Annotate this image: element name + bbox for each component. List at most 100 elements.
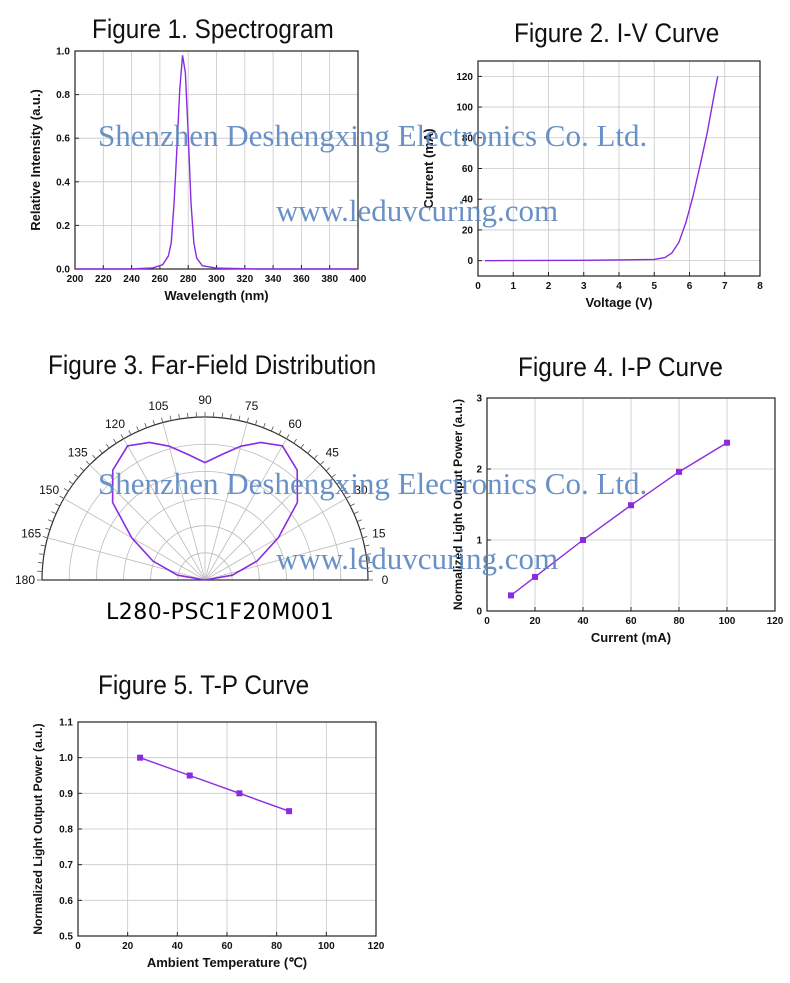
series-line bbox=[485, 76, 719, 262]
x-tick-label: 40 bbox=[172, 941, 184, 952]
polar-angle-label: 165 bbox=[21, 526, 41, 540]
x-tick-label: 1 bbox=[510, 281, 516, 292]
polar-spoke bbox=[204, 464, 321, 581]
x-tick-label: 360 bbox=[293, 274, 310, 285]
data-point bbox=[286, 808, 293, 815]
x-tick-label: 60 bbox=[625, 616, 637, 627]
polar-tick bbox=[68, 480, 74, 485]
polar-angle-label: 15 bbox=[372, 526, 386, 540]
polar-tick bbox=[39, 553, 45, 555]
polar-tick bbox=[345, 495, 351, 499]
data-point bbox=[236, 790, 243, 797]
polar-tick bbox=[128, 430, 132, 435]
polar-tick bbox=[350, 503, 355, 507]
polar-angle-label: 105 bbox=[148, 399, 168, 413]
y-tick-label: 0.9 bbox=[59, 789, 73, 800]
y-tick-label: 1.1 bbox=[59, 718, 73, 729]
polar-angle-label: 135 bbox=[68, 446, 88, 460]
polar-tick bbox=[238, 415, 241, 421]
x-tick-label: 80 bbox=[673, 616, 685, 627]
y-tick-label: 0.5 bbox=[59, 932, 73, 943]
polar-tick bbox=[120, 434, 124, 440]
polar-tick bbox=[331, 473, 336, 478]
polar-tick bbox=[45, 527, 51, 531]
series-line bbox=[510, 442, 728, 596]
figure-5-title: Figure 5. T-P Curve bbox=[98, 670, 310, 700]
polar-tick bbox=[144, 423, 147, 428]
y-tick-label: 20 bbox=[462, 225, 474, 236]
x-tick-label: 100 bbox=[719, 616, 736, 627]
y-tick-label: 2 bbox=[476, 465, 482, 476]
series-line bbox=[75, 55, 358, 270]
x-tick-label: 280 bbox=[180, 274, 197, 285]
polar-angle-label: 150 bbox=[39, 483, 59, 497]
polar-tick bbox=[63, 488, 69, 492]
polar-tick bbox=[98, 449, 103, 454]
y-tick-label: 1.0 bbox=[56, 47, 70, 58]
x-axis-title: Wavelength (nm) bbox=[164, 288, 268, 303]
x-axis-title: Ambient Temperature (℃) bbox=[147, 955, 307, 970]
polar-tick bbox=[319, 460, 325, 466]
y-tick-label: 100 bbox=[456, 103, 473, 114]
x-tick-label: 300 bbox=[208, 274, 225, 285]
x-tick-label: 260 bbox=[152, 274, 169, 285]
polar-tick bbox=[365, 553, 371, 555]
x-tick-label: 240 bbox=[123, 274, 140, 285]
data-point bbox=[580, 537, 586, 543]
x-tick-label: 6 bbox=[687, 281, 693, 292]
polar-tick bbox=[85, 460, 91, 466]
polar-tick bbox=[307, 449, 312, 454]
polar-spoke bbox=[47, 537, 206, 581]
x-tick-label: 220 bbox=[95, 274, 112, 285]
series-line bbox=[139, 757, 290, 812]
polar-tick bbox=[353, 511, 359, 515]
polar-spoke bbox=[162, 422, 206, 581]
y-axis-title: Normalized Light Output Power (a.u.) bbox=[451, 399, 465, 610]
polar-spoke bbox=[204, 537, 363, 581]
polar-tick bbox=[37, 562, 43, 564]
data-point bbox=[532, 573, 538, 580]
polar-angle-label: 180 bbox=[15, 573, 35, 587]
polar-tick bbox=[221, 412, 223, 418]
figure-3-title: Figure 3. Far-Field Distribution bbox=[48, 350, 377, 380]
polar-tick bbox=[359, 527, 365, 531]
polar-tick bbox=[336, 480, 342, 485]
x-tick-label: 400 bbox=[350, 274, 367, 285]
polar-tick bbox=[278, 430, 282, 435]
polar-spoke bbox=[63, 498, 206, 581]
x-tick-label: 0 bbox=[75, 941, 81, 952]
x-tick-label: 200 bbox=[67, 274, 84, 285]
polar-tick bbox=[169, 415, 172, 421]
polar-spoke bbox=[204, 422, 248, 581]
y-axis-title: Normalized Light Output Power (a.u.) bbox=[31, 723, 45, 934]
x-tick-label: 4 bbox=[616, 281, 622, 292]
polar-tick bbox=[74, 473, 79, 478]
polar-spoke bbox=[204, 438, 287, 581]
polar-tick bbox=[300, 443, 305, 449]
x-tick-label: 8 bbox=[757, 281, 763, 292]
y-tick-label: 1.0 bbox=[59, 753, 73, 764]
data-point bbox=[508, 592, 514, 599]
x-axis-title: Current (mA) bbox=[591, 630, 671, 645]
x-tick-label: 0 bbox=[475, 281, 481, 292]
x-tick-label: 120 bbox=[368, 941, 385, 952]
polar-tick bbox=[230, 414, 232, 420]
figure-2-title: Figure 2. I-V Curve bbox=[514, 18, 720, 48]
y-tick-label: 40 bbox=[462, 195, 474, 206]
x-axis-title: Voltage (V) bbox=[586, 295, 653, 310]
y-tick-label: 0.0 bbox=[56, 265, 70, 276]
x-tick-label: 120 bbox=[767, 616, 784, 627]
polar-tick bbox=[367, 562, 373, 564]
x-tick-label: 7 bbox=[722, 281, 728, 292]
y-axis-title: Relative Intensity (a.u.) bbox=[28, 89, 43, 231]
y-tick-label: 1 bbox=[476, 536, 482, 547]
model-number-label: L280-PSC1F20M001 bbox=[106, 600, 335, 625]
polar-tick bbox=[263, 423, 266, 428]
y-tick-label: 60 bbox=[462, 164, 474, 175]
polar-spoke bbox=[89, 464, 206, 581]
polar-angle-label: 0 bbox=[382, 573, 389, 587]
x-tick-label: 340 bbox=[265, 274, 282, 285]
x-tick-label: 2 bbox=[546, 281, 552, 292]
